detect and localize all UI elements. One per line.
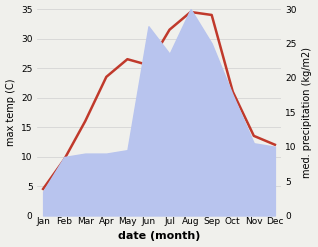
Y-axis label: max temp (C): max temp (C) — [5, 79, 16, 146]
X-axis label: date (month): date (month) — [118, 231, 200, 242]
Y-axis label: med. precipitation (kg/m2): med. precipitation (kg/m2) — [302, 47, 313, 178]
